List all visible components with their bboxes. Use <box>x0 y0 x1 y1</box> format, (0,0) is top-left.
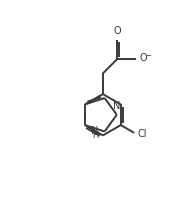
Text: O: O <box>114 26 121 36</box>
Text: −: − <box>145 53 151 59</box>
Text: O: O <box>140 53 147 63</box>
Text: H: H <box>93 131 99 140</box>
Text: N: N <box>113 101 121 111</box>
Text: Cl: Cl <box>137 129 147 139</box>
Text: N: N <box>91 126 99 136</box>
